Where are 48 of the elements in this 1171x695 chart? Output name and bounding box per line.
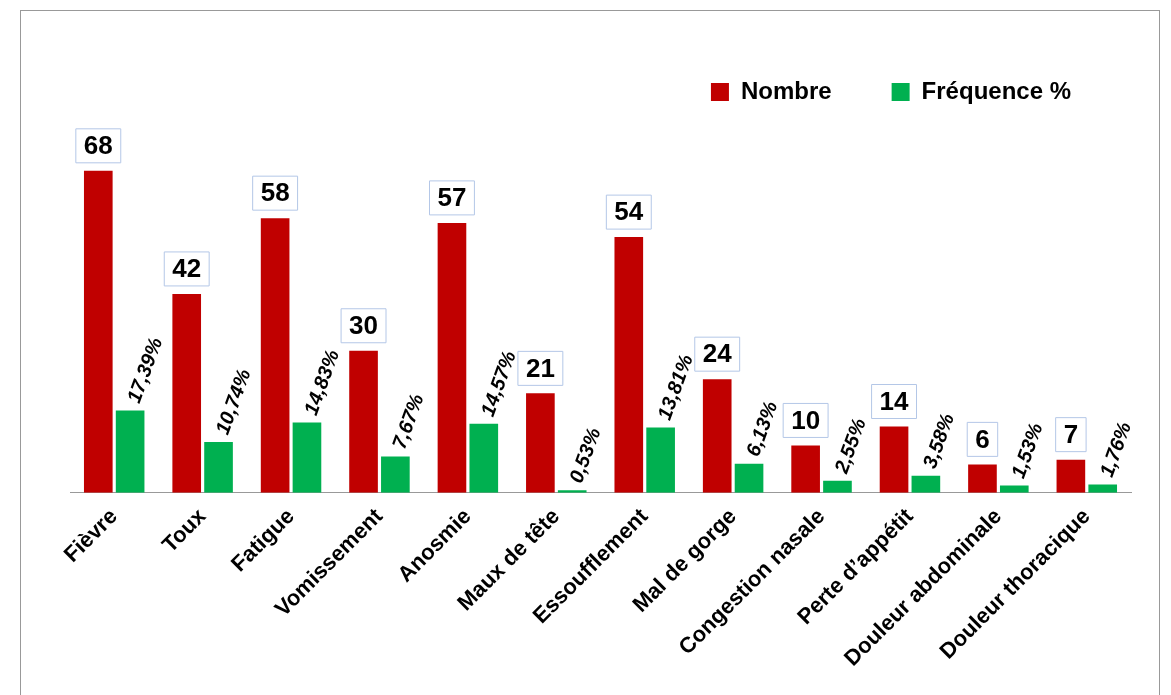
bar [115,410,145,493]
bar [879,426,909,493]
bar [614,237,644,493]
bar [1056,459,1086,493]
bar [292,422,322,493]
bar [204,441,233,493]
data-label: 3,58% [918,410,959,472]
data-label: 10 [791,404,821,435]
bar [911,475,941,493]
data-label: 1,53% [1006,419,1047,481]
data-label: 24 [702,338,733,369]
data-label: 54 [614,196,644,227]
data-label: 21 [525,352,555,383]
data-label: 68 [83,129,113,160]
data-label: 42 [172,253,202,284]
data-label: 14,57% [476,347,521,420]
data-label: 0,53% [564,424,605,486]
bar [381,456,410,493]
data-label: 30 [349,309,378,340]
bar [526,393,555,493]
bar [734,463,764,493]
data-label: 7,67% [387,390,428,452]
bar [437,222,467,493]
bar [823,480,852,493]
bar [646,427,675,493]
data-label: 17,39% [122,334,167,406]
bar [791,445,820,493]
data-label: 1,76% [1094,418,1136,480]
bar [260,218,290,493]
bar [172,293,202,493]
legend-label: Nombre [740,76,832,104]
data-label: 7 [1063,418,1079,449]
data-label: 14,83% [299,346,344,418]
bar [469,423,499,493]
bar [349,350,378,493]
bar [702,379,732,493]
data-label: 58 [260,177,290,208]
bar [1088,484,1118,493]
bar [968,464,997,493]
data-label: 57 [437,182,467,213]
legend-label: Fréquence % [921,76,1072,104]
data-label: 2,55% [829,414,870,477]
data-label: 13,81% [652,351,697,423]
data-label: 10,74% [210,365,255,438]
bar [83,170,113,493]
data-label: 14 [879,385,910,416]
data-label: 6,13% [741,398,782,460]
data-label: 6 [975,423,990,454]
